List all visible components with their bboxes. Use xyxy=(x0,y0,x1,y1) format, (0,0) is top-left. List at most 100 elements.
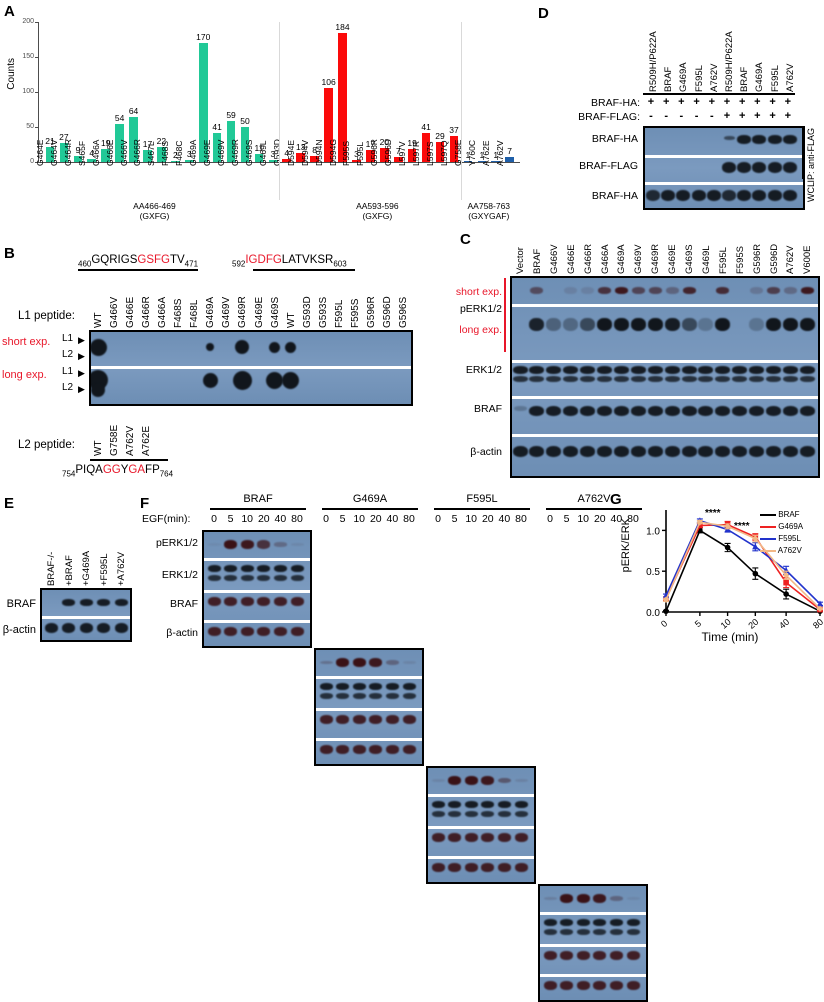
panel-f-band-braf xyxy=(369,715,383,724)
panel-c-band xyxy=(529,318,545,331)
panel-e-lane: +G469A xyxy=(81,550,92,586)
panel-g-legend-label: F595L xyxy=(778,534,801,543)
panel-a-ytick-mark xyxy=(35,57,38,58)
panel-g-marker xyxy=(752,570,759,577)
panel-c-band xyxy=(715,376,731,382)
panel-f-band-actin xyxy=(431,863,445,872)
panel-d-lane: A762V xyxy=(784,63,796,92)
panel-f-band-actin xyxy=(576,981,590,990)
panel-f-band-erk2 xyxy=(431,811,445,817)
panel-g-legend-swatch xyxy=(760,549,776,552)
panel-c-band xyxy=(580,446,596,457)
panel-f-band-actin xyxy=(626,981,640,990)
panel-f-band-erk2 xyxy=(369,693,383,699)
panel-c-band xyxy=(630,376,646,382)
panel-a-bar-value: 1 xyxy=(493,149,499,160)
panel-a-bar xyxy=(240,127,250,162)
panel-e-row-braf: BRAF xyxy=(6,598,36,610)
panel-b-l1-lane: G593D xyxy=(301,296,313,328)
panel-c-band xyxy=(648,287,662,294)
panel-c-band xyxy=(681,406,697,416)
panel-a-bar-label: G469R xyxy=(230,139,240,166)
panel-d-flag-sign: - xyxy=(649,110,653,122)
panel-b-l2-peptide-label: L2 peptide: xyxy=(18,439,75,451)
panel-b-l1-lane: F595S xyxy=(349,298,361,328)
panel-a-bar xyxy=(129,117,138,162)
panel-f: F EGF(min): BRAF G469A F595L A762V 0 5 10 20 40… xyxy=(140,488,648,1002)
panel-f-band-perk xyxy=(319,660,333,665)
panel-g-series-line xyxy=(665,523,821,611)
panel-c-band xyxy=(512,446,528,457)
panel-f-time-label: 80 xyxy=(403,513,415,525)
panel-a-group-line2: (GXFG) xyxy=(362,210,393,221)
panel-f-group-label: A762V xyxy=(577,493,611,505)
panel-a-bar-value: 11 xyxy=(254,143,264,154)
panel-a-bar xyxy=(449,136,459,162)
panel-g-ytick-label: 1.0 xyxy=(646,526,660,537)
panel-f-band-braf xyxy=(402,715,416,724)
panel-b-l1-lane: G469V xyxy=(221,296,233,328)
panel-d-band xyxy=(661,190,676,201)
panel-a-bar-value: 9 xyxy=(75,144,81,155)
panel-f-letter: F xyxy=(140,495,150,512)
panel-c-band xyxy=(782,406,798,416)
panel-c-band xyxy=(664,406,680,416)
panel-a-bar xyxy=(435,141,445,162)
panel-f-group-label: F595L xyxy=(466,493,498,505)
panel-f-band-braf xyxy=(560,951,574,960)
panel-c-band xyxy=(664,376,680,382)
panel-b-row-l1-short: L1 xyxy=(62,333,74,344)
panel-d-flag-sign: + xyxy=(769,110,776,122)
panel-g-xlabel: Time (min) xyxy=(701,630,759,644)
panel-g-marker xyxy=(663,608,669,614)
panel-c-band xyxy=(580,318,596,331)
panel-f-group-underline xyxy=(546,508,642,510)
panel-g-legend-item: BRAF xyxy=(760,510,800,519)
panel-a-bar-value: 29 xyxy=(435,130,445,141)
panel-c-band xyxy=(716,287,730,294)
panel-c-band xyxy=(749,376,765,382)
panel-f-band-perk xyxy=(464,776,478,785)
panel-c-band xyxy=(698,446,714,457)
panel-a-bar xyxy=(463,160,473,162)
panel-a-ytick: 150 xyxy=(22,53,34,60)
panel-g-series-line xyxy=(665,521,821,610)
panel-a-bar-label: G469A xyxy=(188,139,199,166)
panel-b-l1-lane: G466R xyxy=(141,296,153,328)
panel-a-bar-label: G469S xyxy=(243,139,254,166)
panel-a-bar-label: S467L xyxy=(146,141,157,166)
panel-b-l1-lane: G469E xyxy=(253,296,265,328)
panel-b-l2-lane: WT xyxy=(93,440,104,456)
panel-a-y-axis-line xyxy=(38,22,39,162)
panel-c-band xyxy=(799,366,815,374)
panel-f-band-actin xyxy=(593,981,607,990)
panel-d-band xyxy=(752,190,767,201)
panel-f-time-label: 10 xyxy=(577,513,590,525)
panel-d-band xyxy=(723,136,735,140)
panel-c-lane: G466R xyxy=(582,243,594,274)
panel-g-marker xyxy=(752,543,759,550)
panel-a-ytick-mark xyxy=(35,22,38,23)
panel-c-lane: G469L xyxy=(700,245,712,274)
panel-g-marker xyxy=(696,519,704,526)
panel-f-egf-label: EGF(min): xyxy=(142,513,191,525)
panel-a-bar-value: 19 xyxy=(407,137,417,148)
panel-b-l2-lane: G758E xyxy=(109,424,121,456)
panel-c-band xyxy=(613,406,629,416)
panel-b: B 460GQRIGSGSFGTV471 592IGDFGLATVKSR603 … xyxy=(0,232,450,484)
panel-a-bar-value: 13 xyxy=(295,141,306,152)
panel-a-bar-value: 21 xyxy=(45,136,55,147)
panel-f-band-erk xyxy=(626,919,640,926)
panel-d-blot-row-label: BRAF-HA xyxy=(591,190,638,202)
panel-e-band xyxy=(97,623,110,633)
panel-a-bar-label: G466V xyxy=(118,139,129,166)
panel-e-band xyxy=(62,599,75,606)
panel-a-bar-label: D594E xyxy=(285,140,296,166)
panel-a-bar xyxy=(45,147,55,162)
panel-a-bar xyxy=(254,154,264,162)
panel-f-band-braf xyxy=(352,715,366,724)
panel-c-row-label: ERK1/2 xyxy=(465,364,502,376)
panel-c-band xyxy=(613,318,629,331)
panel-c-band xyxy=(799,446,815,457)
panel-a-bar-label: G466A xyxy=(90,139,101,166)
